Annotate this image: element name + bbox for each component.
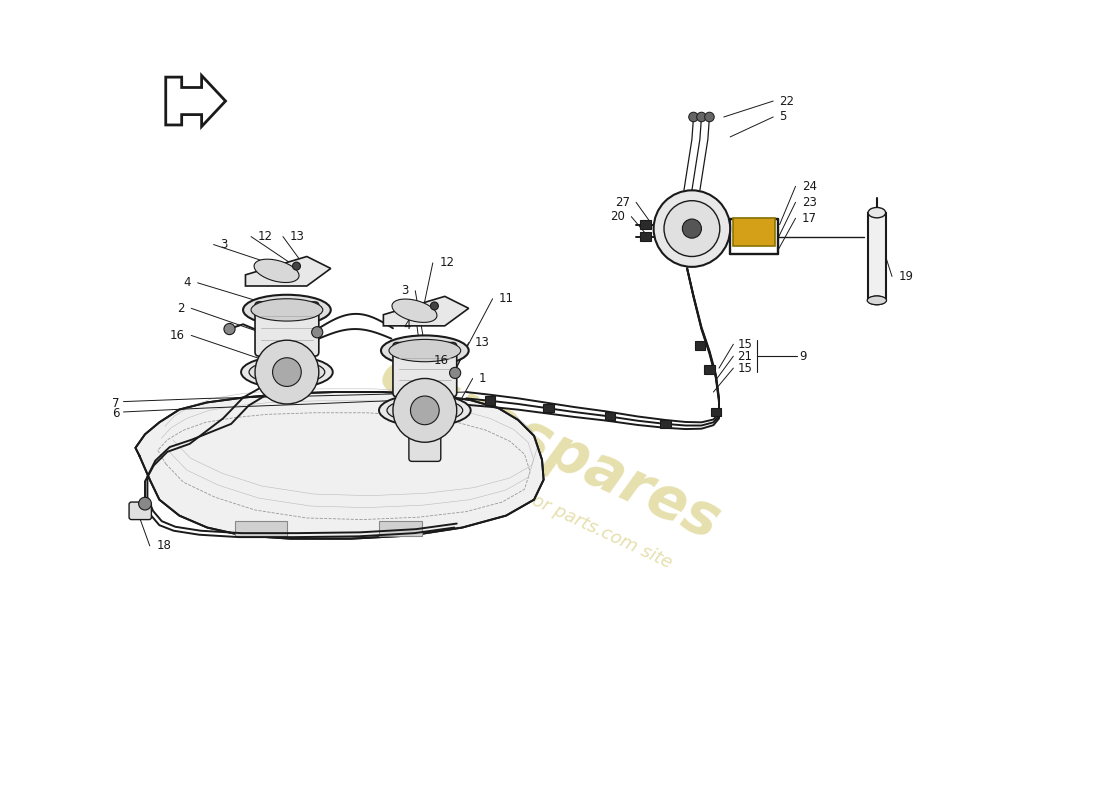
Text: 7: 7 — [112, 397, 120, 410]
Text: 15: 15 — [737, 362, 752, 374]
Text: 24: 24 — [802, 180, 817, 193]
Text: 11: 11 — [499, 292, 514, 306]
Circle shape — [410, 396, 439, 425]
Text: 13: 13 — [289, 230, 305, 243]
Text: 4: 4 — [403, 318, 410, 331]
FancyBboxPatch shape — [255, 302, 319, 356]
Text: 3: 3 — [402, 284, 409, 298]
Text: 2: 2 — [177, 302, 185, 315]
Bar — [485, 397, 495, 405]
Text: 17: 17 — [802, 212, 817, 225]
Circle shape — [653, 190, 730, 267]
Text: 21: 21 — [737, 350, 752, 362]
FancyBboxPatch shape — [409, 417, 441, 462]
Bar — [640, 232, 651, 241]
Circle shape — [430, 302, 439, 310]
Ellipse shape — [249, 360, 324, 384]
Text: 6: 6 — [112, 407, 120, 420]
Ellipse shape — [241, 356, 333, 388]
Circle shape — [273, 358, 301, 386]
Text: 4: 4 — [184, 276, 191, 290]
Bar — [734, 218, 774, 246]
Text: 1: 1 — [478, 372, 486, 385]
Text: 18: 18 — [156, 539, 170, 552]
Text: 15: 15 — [737, 338, 752, 350]
Bar — [660, 419, 671, 428]
Circle shape — [450, 367, 461, 378]
Polygon shape — [166, 75, 226, 126]
Text: eurospares: eurospares — [371, 344, 729, 552]
Circle shape — [224, 323, 235, 334]
Circle shape — [139, 498, 152, 510]
FancyBboxPatch shape — [393, 342, 456, 397]
Text: 3: 3 — [220, 238, 228, 251]
Bar — [868, 213, 886, 300]
Bar — [605, 411, 615, 420]
Bar — [235, 521, 287, 535]
Ellipse shape — [381, 335, 469, 366]
Circle shape — [682, 219, 702, 238]
Polygon shape — [245, 257, 331, 286]
Text: 12: 12 — [257, 230, 273, 243]
Ellipse shape — [251, 298, 322, 321]
Bar — [704, 366, 715, 374]
Text: 13: 13 — [475, 336, 490, 349]
Circle shape — [311, 326, 322, 338]
Bar — [378, 521, 422, 535]
Circle shape — [689, 112, 698, 122]
Ellipse shape — [243, 294, 331, 325]
Text: 23: 23 — [802, 196, 817, 209]
Bar — [711, 407, 720, 416]
Ellipse shape — [379, 394, 471, 426]
Bar — [640, 220, 651, 229]
Text: a parts for parts.com site: a parts for parts.com site — [461, 459, 674, 572]
Ellipse shape — [868, 296, 886, 305]
Text: 19: 19 — [899, 270, 913, 283]
Circle shape — [664, 201, 719, 257]
Circle shape — [696, 112, 706, 122]
Text: 12: 12 — [439, 256, 454, 270]
Circle shape — [255, 340, 319, 404]
Bar — [543, 403, 553, 412]
FancyBboxPatch shape — [129, 502, 152, 519]
Circle shape — [293, 262, 300, 270]
Ellipse shape — [867, 296, 887, 305]
Ellipse shape — [254, 259, 299, 282]
Ellipse shape — [387, 398, 463, 422]
Text: 5: 5 — [780, 110, 786, 123]
Text: 20: 20 — [610, 210, 625, 223]
Bar — [695, 342, 705, 350]
Ellipse shape — [389, 339, 461, 362]
Text: 16: 16 — [433, 354, 449, 366]
Polygon shape — [384, 296, 469, 326]
Polygon shape — [135, 392, 543, 538]
Text: 27: 27 — [615, 196, 629, 209]
Ellipse shape — [392, 299, 437, 322]
Text: 9: 9 — [800, 350, 807, 362]
Circle shape — [393, 378, 456, 442]
Circle shape — [705, 112, 714, 122]
Ellipse shape — [868, 207, 886, 218]
Text: 16: 16 — [169, 329, 185, 342]
Text: 22: 22 — [780, 94, 794, 107]
